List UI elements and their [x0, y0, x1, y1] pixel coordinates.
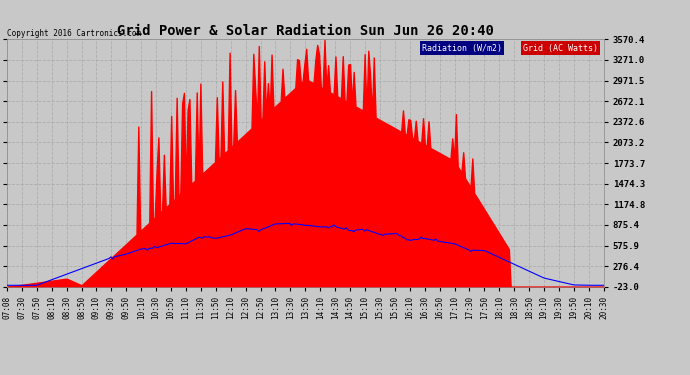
- Title: Grid Power & Solar Radiation Sun Jun 26 20:40: Grid Power & Solar Radiation Sun Jun 26 …: [117, 24, 494, 38]
- Text: Copyright 2016 Cartronics.com: Copyright 2016 Cartronics.com: [7, 28, 141, 38]
- Text: Grid (AC Watts): Grid (AC Watts): [523, 44, 598, 52]
- Text: Radiation (W/m2): Radiation (W/m2): [422, 44, 502, 52]
